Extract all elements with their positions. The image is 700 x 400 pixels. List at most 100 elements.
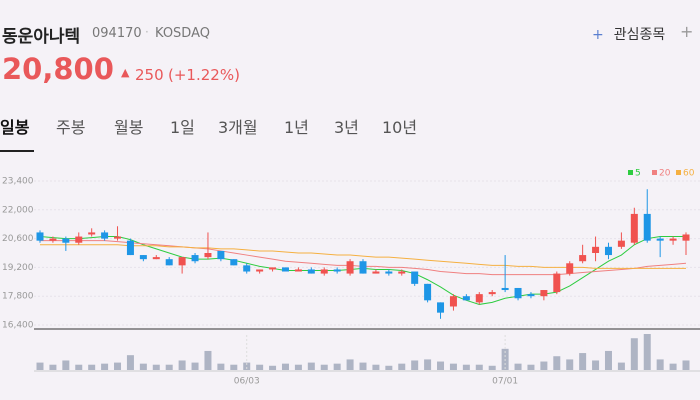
candle-body	[475, 294, 483, 303]
candle-body	[462, 296, 470, 301]
period-tab[interactable]: 1년	[284, 118, 309, 137]
candle-body	[514, 287, 522, 299]
dot: ·	[145, 25, 149, 39]
candle-body	[553, 273, 561, 293]
volume-bar	[320, 364, 328, 370]
candle-body	[372, 271, 380, 274]
volume-bar	[204, 350, 212, 370]
candle-body	[307, 269, 315, 274]
period-tab[interactable]: 주봉	[56, 118, 86, 137]
stock-name: 동운아나텍	[2, 27, 81, 47]
candle-body	[88, 232, 96, 235]
volume-bar	[553, 356, 561, 370]
volume-bar	[191, 362, 199, 370]
y-tick-label: 22,000	[2, 205, 34, 215]
volume-bar	[165, 364, 173, 370]
ma-line	[40, 244, 686, 269]
candle-body	[114, 236, 122, 239]
volume-bar	[527, 364, 535, 370]
volume-bar	[152, 364, 160, 370]
volume-bar	[346, 359, 354, 370]
candle-body	[359, 261, 367, 274]
candle-body	[346, 261, 354, 274]
period-tab[interactable]: 1일	[170, 118, 195, 137]
candle-body	[294, 269, 302, 272]
candle-body	[281, 267, 289, 272]
volume-bar	[139, 363, 147, 370]
candle-body	[320, 269, 328, 274]
candle-body	[437, 302, 445, 313]
volume-bar	[656, 359, 664, 370]
volume-bar	[269, 365, 277, 370]
volume-bar	[36, 362, 44, 370]
candle-body	[101, 232, 109, 239]
candle-body	[656, 238, 664, 241]
legend-label: 20	[659, 169, 671, 179]
volume-bar	[114, 362, 122, 370]
volume-bar	[604, 350, 612, 370]
watch-button[interactable]: + 관심종목	[592, 24, 665, 44]
candle-body	[398, 271, 406, 274]
candle-body	[256, 269, 264, 272]
period-tab[interactable]: 일봉	[0, 118, 30, 137]
y-tick-label: 20,600	[2, 234, 34, 244]
candle-body	[449, 296, 457, 307]
candle-body	[165, 259, 173, 266]
volume-bar	[449, 363, 457, 370]
volume-bar	[49, 364, 57, 370]
volume-bar	[514, 363, 522, 370]
candle-body	[501, 287, 509, 291]
volume-bar	[333, 363, 341, 370]
candle-body	[579, 255, 587, 262]
y-tick-label: 16,400	[2, 321, 34, 331]
volume-bar	[372, 364, 380, 370]
volume-bar	[682, 360, 690, 370]
volume-bar	[540, 361, 548, 370]
volume-bar	[88, 364, 96, 370]
legend-swatch	[652, 170, 657, 175]
candle-body	[49, 238, 57, 241]
candle-body	[152, 257, 160, 260]
candle-body	[217, 250, 225, 260]
volume-bar	[217, 363, 225, 370]
volume-bar	[243, 362, 251, 370]
volume-bar	[617, 362, 625, 370]
candle-body	[566, 263, 574, 274]
candle-body	[424, 283, 432, 301]
volume-bar	[630, 338, 638, 370]
candle-body	[75, 236, 83, 243]
period-tab[interactable]: 월봉	[114, 118, 144, 137]
x-tick-label: 06/03	[234, 377, 260, 387]
volume-bar	[579, 353, 587, 370]
volume-bar	[101, 363, 109, 370]
candle-body	[411, 271, 419, 284]
volume-bar	[424, 359, 432, 370]
volume-bar	[475, 364, 483, 370]
period-tab[interactable]: 3개월	[218, 118, 258, 137]
legend-label: 60	[683, 169, 695, 179]
volume-bar	[385, 365, 393, 370]
candle-body	[643, 213, 651, 241]
candle-body	[617, 240, 625, 247]
volume-bar	[462, 364, 470, 370]
volume-bar	[488, 365, 496, 370]
candle-body	[36, 232, 44, 241]
candle-body	[204, 253, 212, 258]
y-tick-label: 23,400	[2, 177, 34, 187]
more-icon[interactable]: +	[680, 22, 694, 41]
candle-body	[682, 234, 690, 241]
volume-bar	[307, 362, 315, 370]
candle-body	[126, 240, 134, 256]
period-tab[interactable]: 3년	[334, 118, 359, 137]
plus-icon: +	[592, 27, 604, 43]
legend-swatch	[676, 170, 681, 175]
candle-body	[540, 290, 548, 297]
period-tab[interactable]: 10년	[382, 118, 418, 137]
y-tick-label: 19,200	[2, 263, 34, 273]
candle-body	[191, 255, 199, 262]
volume-bar	[75, 364, 83, 370]
candle-body	[230, 259, 238, 266]
volume-bar	[126, 355, 134, 370]
